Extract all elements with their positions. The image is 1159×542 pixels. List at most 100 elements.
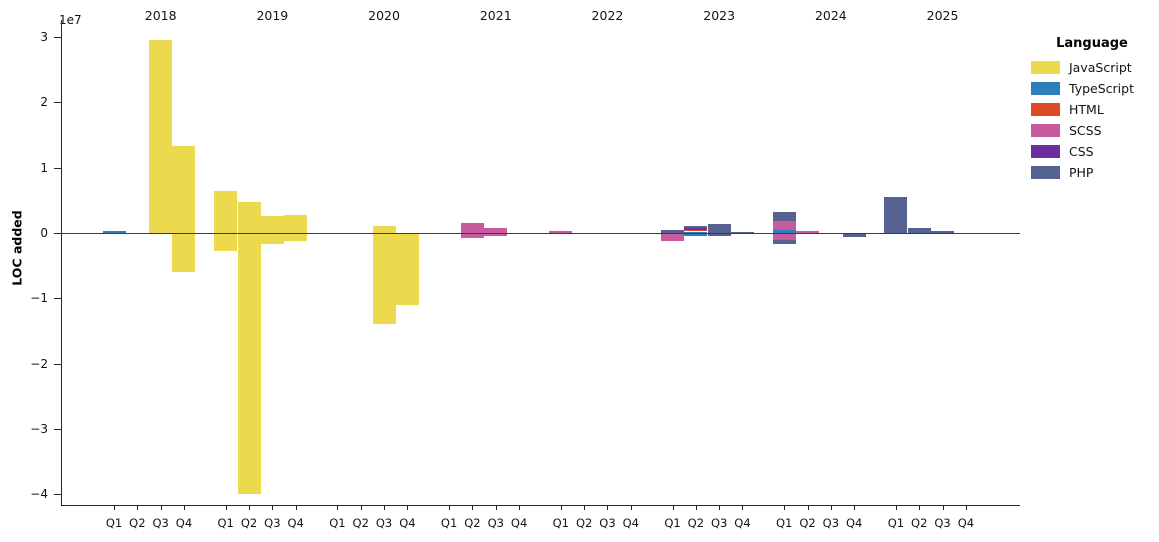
bar-segment-scss [484,234,508,236]
x-quarter-label: Q2 [464,516,481,530]
x-tick-mark [295,506,297,510]
bar-segment-javascript [172,234,196,272]
x-tick-mark [919,506,921,510]
x-tick-mark [225,506,227,510]
x-quarter-label: Q3 [599,516,616,530]
bar-segment-php [684,226,708,229]
bar-segment-php [772,239,796,244]
x-tick-mark [830,506,832,510]
bar-segment-typescript [102,231,126,233]
x-year-label: 2024 [814,8,847,23]
x-year-label: 2019 [256,8,289,23]
x-quarter-label: Q4 [399,516,416,530]
x-quarter-label: Q1 [552,516,569,530]
y-axis-spine [61,20,62,505]
legend-swatch-html [1031,103,1060,116]
x-tick-mark [695,506,697,510]
bar-segment-php [730,231,754,233]
x-quarter-label: Q4 [846,516,863,530]
legend-title: Language [1056,36,1128,51]
x-year-label: 2018 [144,8,177,23]
x-tick-mark [560,506,562,510]
legend-item-css: CSS [1031,141,1153,162]
x-quarter-label: Q3 [375,516,393,530]
x-quarter-label: Q1 [664,516,681,530]
bar-segment-javascript [372,234,396,325]
x-tick-mark [742,506,744,510]
bar-segment-scss [772,234,796,240]
x-quarter-label: Q2 [687,516,705,530]
bar-segment-javascript [172,146,196,233]
legend-swatch-typescript [1031,82,1060,95]
x-quarter-label: Q1 [329,516,346,530]
y-tick-label: 2 [40,95,48,110]
x-year-label: 2020 [368,8,400,23]
x-tick-mark [360,506,362,510]
x-quarter-label: Q3 [710,516,728,530]
bar-segment-javascript [284,234,308,242]
x-quarter-label: Q2 [575,516,593,530]
bar-segment-typescript [684,234,708,236]
x-quarter-label: Q4 [175,516,193,530]
x-tick-mark [854,506,856,510]
x-quarter-label: Q2 [240,516,258,530]
legend-item-typescript: TypeScript [1031,78,1153,99]
bar-segment-javascript [237,201,261,233]
x-year-label: 2022 [591,8,624,23]
x-quarter-label: Q3 [264,516,281,530]
bar-segment-css [684,228,708,230]
x-quarter-label: Q3 [487,516,504,530]
x-tick-mark [495,506,497,510]
bar-segment-javascript [372,225,396,233]
x-quarter-label: Q3 [934,516,951,530]
bar-segment-scss [796,230,820,233]
bar-segment-php [707,234,731,236]
x-quarter-label: Q4 [957,516,975,530]
bar-segment-scss [772,220,796,231]
x-year-label: 2025 [926,8,959,23]
legend-item-javascript: JavaScript [1031,57,1153,78]
x-quarter-label: Q1 [887,516,905,530]
zero-line [62,233,1020,234]
bar-segment-php [884,197,908,233]
x-quarter-label: Q2 [352,516,369,530]
bar-segment-typescript [772,230,796,233]
x-quarter-label: Q2 [799,516,816,530]
x-quarter-label: Q4 [622,516,639,530]
bar-segment-scss [460,223,484,233]
x-quarter-label: Q1 [105,516,123,530]
x-tick-mark [384,506,386,510]
y-tick-mark [54,233,61,234]
x-tick-mark [519,506,521,510]
x-tick-mark [183,506,185,510]
x-tick-mark [895,506,897,510]
legend-swatch-javascript [1031,61,1060,74]
legend-label: CSS [1069,144,1094,159]
legend-items: JavaScript TypeScript HTML SCSS CSS PHP [1031,57,1153,183]
bar-segment-php [907,227,931,233]
legend-swatch-scss [1031,124,1060,137]
x-tick-mark [942,506,944,510]
y-tick-label: 0 [40,226,48,240]
legend-swatch-css [1031,145,1060,158]
legend-label: JavaScript [1069,60,1132,75]
legend-item-html: HTML [1031,99,1153,120]
bar-segment-php [842,234,866,237]
x-quarter-label: Q1 [776,516,793,530]
x-tick-mark [160,506,162,510]
bar-segment-javascript [260,234,284,244]
bar-segment-javascript [395,234,419,306]
legend-label: HTML [1069,102,1104,117]
bar-segment-typescript [684,231,708,233]
x-quarter-label: Q3 [822,516,840,530]
x-tick-mark [807,506,809,510]
bar-segment-scss [661,234,684,241]
bar-segment-javascript [260,216,284,233]
x-tick-mark [584,506,586,510]
bar-segment-javascript [214,234,238,251]
y-tick-label: −2 [30,356,48,371]
x-quarter-label: Q4 [734,516,751,530]
x-tick-mark [672,506,674,510]
y-tick-mark [54,363,61,365]
